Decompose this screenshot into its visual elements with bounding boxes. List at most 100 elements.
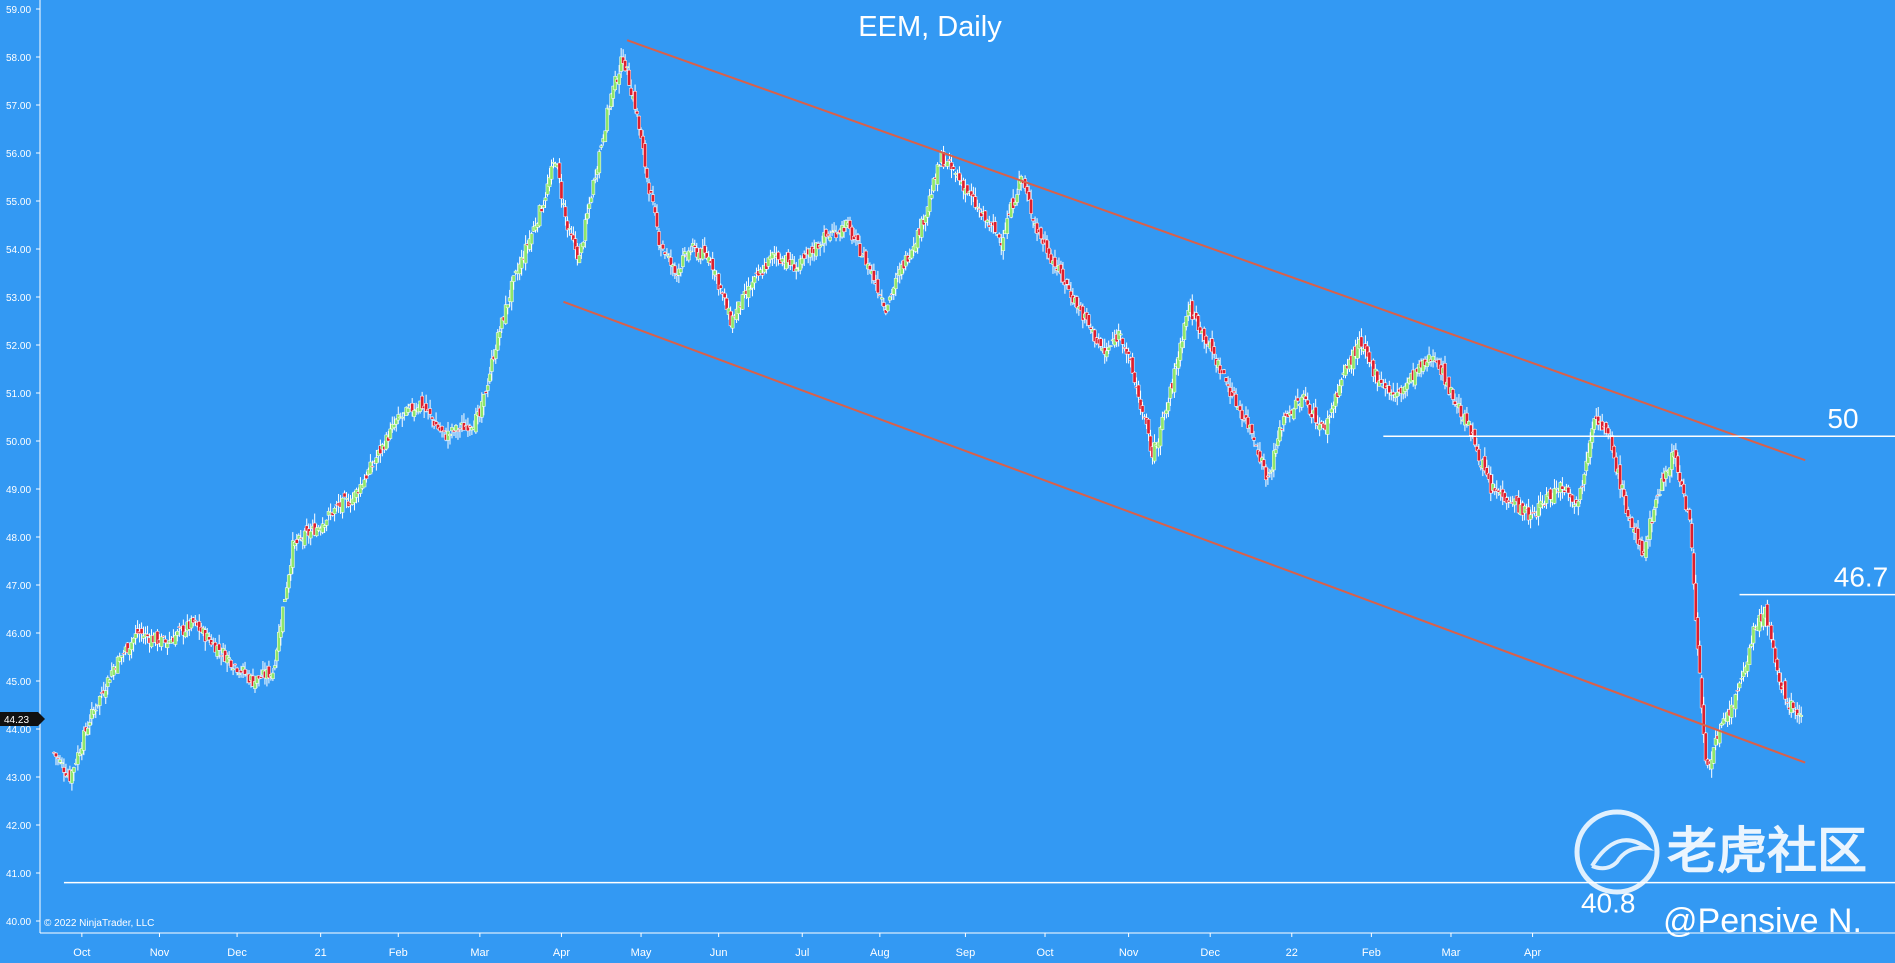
candle-body (856, 234, 860, 241)
candle-body (1272, 450, 1276, 471)
candle-body (485, 385, 490, 391)
candle (1648, 510, 1652, 547)
candle (1795, 702, 1800, 723)
candle-body (493, 349, 498, 359)
candle (1391, 382, 1396, 402)
candle (107, 679, 112, 683)
candle-body (70, 770, 74, 784)
candle-body (58, 759, 62, 763)
x-tick-label: Jun (710, 947, 728, 959)
candle (282, 599, 287, 602)
candle-body (183, 631, 188, 637)
candle (758, 267, 763, 274)
candle-body (1699, 677, 1704, 709)
resistance-level-label-a: 50 (1827, 403, 1858, 434)
candle-body (392, 424, 397, 428)
candle-body (607, 108, 612, 110)
candle (1001, 230, 1006, 260)
candle-body (1512, 498, 1517, 506)
candle-body (145, 634, 150, 637)
candle-body (97, 695, 102, 706)
candle (489, 350, 494, 381)
candle (1224, 377, 1228, 385)
candle (1172, 363, 1177, 398)
candle (1526, 498, 1531, 525)
candle-body (679, 268, 683, 273)
candle-body (1650, 521, 1654, 524)
candle (834, 225, 838, 242)
candle-body (125, 642, 130, 653)
y-tick-label: 54.00 (6, 245, 31, 256)
watermark-text: 老虎社区 (1667, 822, 1867, 880)
x-tick-label: Apr (1524, 947, 1541, 959)
candle-body (1005, 218, 1010, 234)
candle-body (129, 641, 134, 650)
candle-body (1691, 552, 1696, 585)
candle (931, 177, 936, 193)
y-tick-label: 41.00 (6, 869, 31, 880)
y-tick-label: 46.00 (6, 629, 31, 640)
candle (1465, 406, 1469, 428)
candle (680, 248, 685, 269)
candle-body (1067, 284, 1071, 290)
candle (577, 248, 582, 264)
candle-body (1540, 502, 1545, 505)
candle-body (1773, 647, 1778, 664)
y-tick-label: 50.00 (6, 437, 31, 448)
candle (1120, 337, 1125, 354)
candle-body (1254, 444, 1258, 447)
candle-body (1224, 377, 1228, 382)
x-tick-label: Nov (150, 947, 170, 959)
candle (1272, 442, 1276, 478)
candle-body (653, 206, 657, 214)
candle (1264, 464, 1268, 487)
candle (686, 247, 691, 263)
candle-body (561, 203, 566, 205)
candle-body (1443, 363, 1447, 386)
candle (1709, 751, 1714, 778)
candle-body (1566, 486, 1571, 494)
candle-body (1612, 445, 1617, 459)
candle-body (1234, 393, 1238, 407)
candle-body (131, 637, 136, 644)
candle (679, 267, 683, 277)
candle-body (589, 197, 594, 203)
candle-body (1329, 408, 1334, 413)
candle-body (1675, 455, 1680, 473)
candle-body (623, 60, 627, 71)
candle-body (322, 525, 327, 528)
candle-body (1126, 351, 1131, 355)
candle (647, 178, 651, 202)
candle-body (1683, 495, 1688, 511)
candle-body (1652, 509, 1656, 522)
candle-body (1687, 509, 1692, 521)
x-tick-label: 21 (315, 947, 327, 959)
candle-body (374, 457, 379, 464)
candle-body (159, 636, 164, 647)
candle (233, 663, 237, 668)
candle-body (1578, 488, 1583, 500)
candle-body (273, 665, 277, 669)
candle (864, 249, 868, 266)
x-tick-label: Feb (389, 947, 408, 959)
candle-body (752, 276, 757, 284)
candle (1250, 423, 1254, 439)
candle-body (1172, 368, 1177, 393)
candle-body (1570, 494, 1575, 503)
candle (876, 270, 880, 299)
candle-body (748, 288, 753, 291)
candle (1650, 516, 1654, 533)
candle-body (1695, 617, 1700, 650)
candle (830, 223, 834, 236)
candle-body (1118, 333, 1123, 336)
candle (1596, 407, 1601, 431)
candle-body (1606, 427, 1611, 435)
candle (927, 188, 932, 216)
candle-body (1098, 338, 1103, 347)
candle-body (1359, 336, 1364, 348)
candle-body (1693, 582, 1698, 621)
candle (993, 216, 998, 234)
candle (159, 633, 164, 651)
candle (1086, 314, 1091, 329)
candle (1459, 397, 1463, 425)
